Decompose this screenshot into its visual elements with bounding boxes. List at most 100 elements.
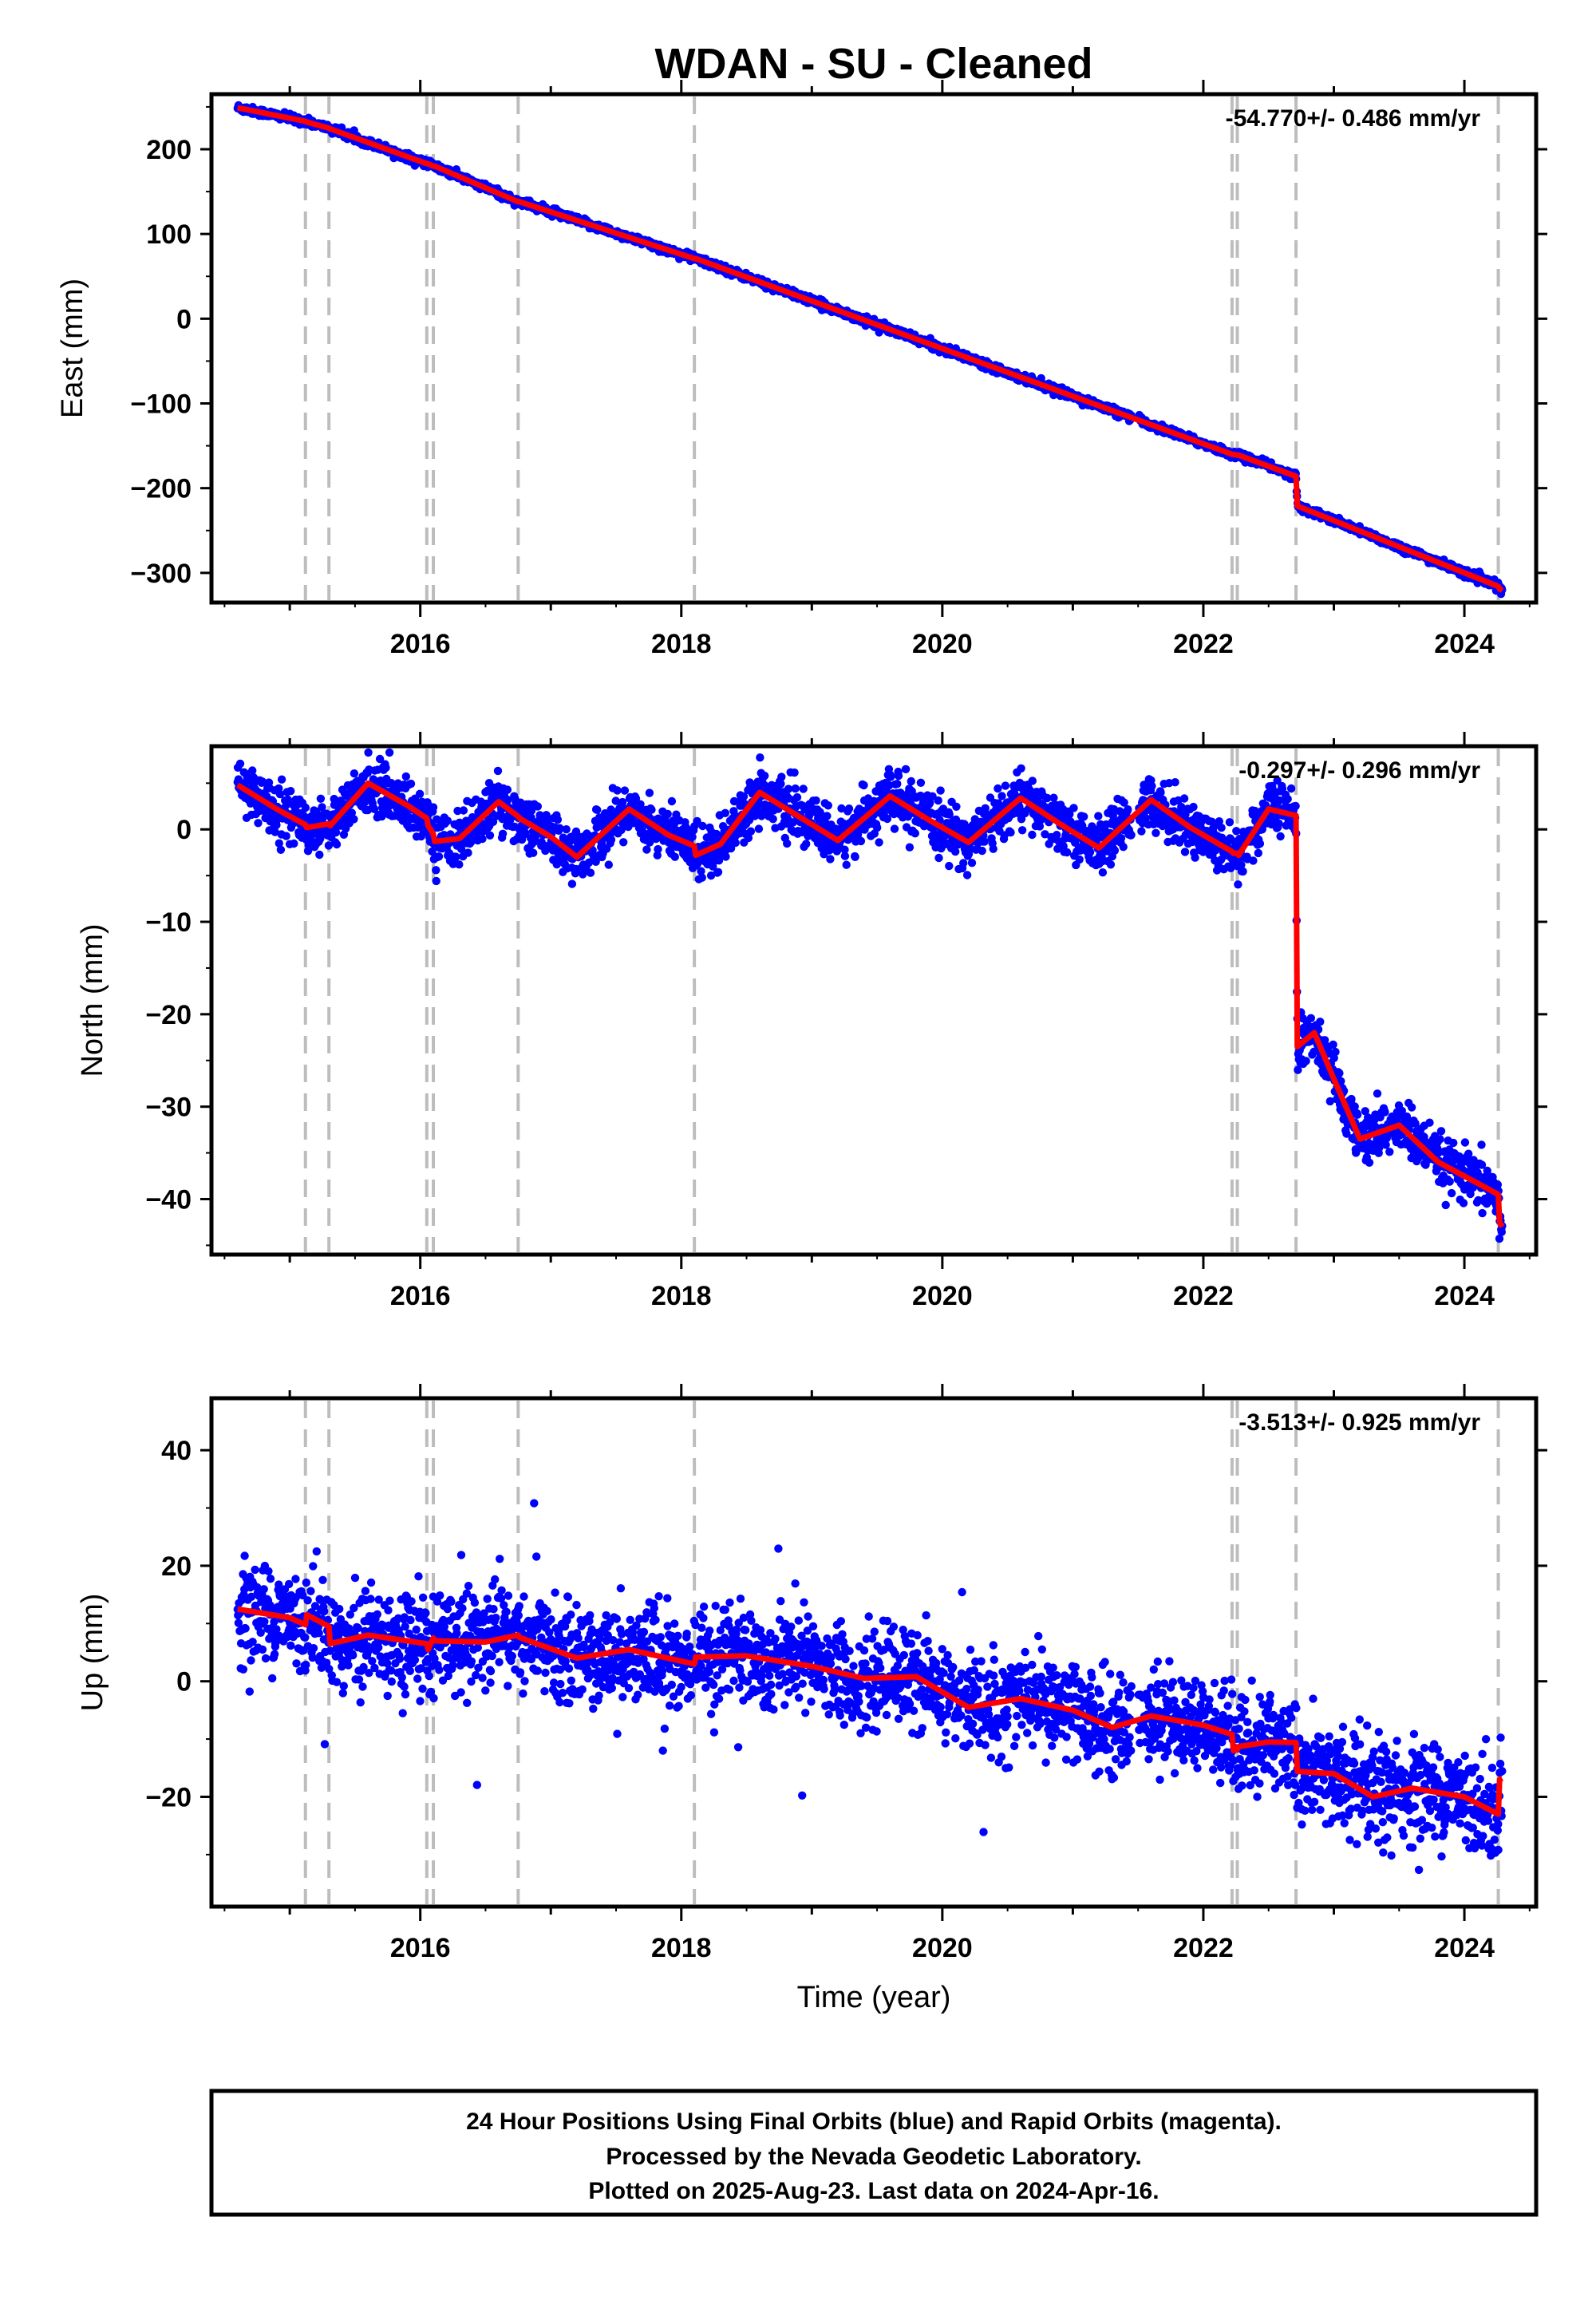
- y-tick-label: −300: [130, 559, 192, 589]
- data-point: [1156, 788, 1165, 797]
- data-point: [248, 766, 257, 775]
- x-tick-label: 2016: [390, 629, 451, 659]
- data-point: [459, 806, 468, 815]
- data-point: [1075, 855, 1084, 864]
- panels: 2016 2018 2020 2022 20242001000−100−200−300E…: [56, 80, 1547, 1963]
- data-point: [761, 800, 770, 809]
- data-point: [258, 777, 267, 786]
- data-point: [688, 832, 697, 841]
- y-tick-label: −100: [130, 389, 192, 420]
- data-point: [951, 847, 960, 856]
- data-point: [887, 772, 895, 781]
- data-point: [729, 796, 739, 806]
- data-point: [1124, 805, 1132, 814]
- data-point: [631, 794, 641, 803]
- data-point: [754, 824, 764, 833]
- data-point: [364, 748, 373, 757]
- data-point: [1017, 764, 1025, 773]
- data-point: [777, 773, 786, 781]
- data-point: [1094, 812, 1103, 820]
- data-point: [1141, 813, 1150, 823]
- data-point: [369, 804, 379, 813]
- data-point: [521, 828, 530, 837]
- data-point: [432, 866, 440, 875]
- data-point: [667, 796, 677, 806]
- data-point: [824, 801, 833, 810]
- data-point: [401, 772, 410, 781]
- data-point: [883, 814, 892, 824]
- data-point: [1028, 777, 1037, 785]
- data-point: [670, 852, 679, 861]
- data-point: [890, 824, 899, 833]
- data-point: [611, 796, 620, 805]
- data-point: [768, 814, 777, 824]
- data-point: [434, 852, 444, 861]
- data-point: [503, 785, 512, 794]
- data-point: [1006, 828, 1015, 837]
- data-point: [698, 821, 707, 831]
- data-point: [555, 824, 564, 832]
- data-point: [1069, 804, 1078, 812]
- data-point: [591, 857, 600, 867]
- data-point: [636, 800, 645, 808]
- data-point: [1043, 793, 1052, 803]
- data-point: [647, 805, 656, 814]
- data-point: [275, 789, 285, 799]
- data-point: [276, 845, 286, 855]
- data-point: [934, 796, 942, 805]
- data-point: [981, 804, 990, 812]
- data-point: [254, 819, 263, 828]
- data-point: [485, 831, 495, 840]
- data-point: [875, 838, 883, 847]
- data-point: [697, 873, 706, 882]
- east-rate-label: -54.770+/- 0.486 mm/yr: [1226, 105, 1481, 132]
- data-point: [756, 753, 764, 762]
- data-point: [928, 792, 937, 800]
- data-point: [894, 771, 903, 781]
- panel-east: 2016 2018 2020 2022 20242001000−100−200−300E…: [56, 80, 1547, 659]
- data-point: [315, 850, 324, 860]
- data-point: [286, 787, 295, 796]
- data-point: [586, 868, 595, 877]
- data-point: [936, 786, 945, 795]
- data-point: [844, 804, 854, 813]
- data-point: [792, 792, 802, 802]
- data-point: [837, 804, 846, 813]
- data-point: [385, 748, 394, 757]
- data-point: [926, 798, 934, 808]
- data-point: [1028, 830, 1037, 840]
- data-point: [567, 879, 577, 888]
- data-point: [911, 829, 920, 838]
- data-point: [840, 845, 849, 854]
- data-point: [613, 786, 622, 795]
- data-point: [620, 786, 630, 795]
- data-point: [663, 809, 672, 819]
- data-point: [859, 781, 868, 790]
- data-point: [791, 784, 800, 793]
- data-point: [488, 817, 498, 827]
- data-point: [901, 765, 911, 773]
- east-y-axis-label: East (mm): [56, 279, 89, 418]
- data-point: [529, 848, 538, 857]
- data-point: [1085, 848, 1095, 856]
- data-point: [316, 794, 326, 803]
- data-point: [318, 803, 326, 812]
- data-point: [1106, 860, 1116, 869]
- data-point: [1171, 778, 1179, 787]
- data-point: [301, 803, 310, 812]
- data-point: [812, 796, 820, 805]
- data-point: [332, 840, 342, 849]
- data-point: [464, 848, 472, 857]
- data-point: [826, 855, 835, 864]
- data-point: [275, 839, 283, 848]
- data-point: [347, 808, 356, 817]
- data-point: [713, 868, 723, 877]
- data-point: [907, 777, 916, 786]
- data-point: [533, 802, 542, 811]
- data-point: [959, 859, 968, 868]
- data-point: [784, 785, 793, 793]
- data-point: [903, 812, 913, 821]
- data-point: [381, 763, 390, 773]
- east-frame: [209, 92, 1539, 605]
